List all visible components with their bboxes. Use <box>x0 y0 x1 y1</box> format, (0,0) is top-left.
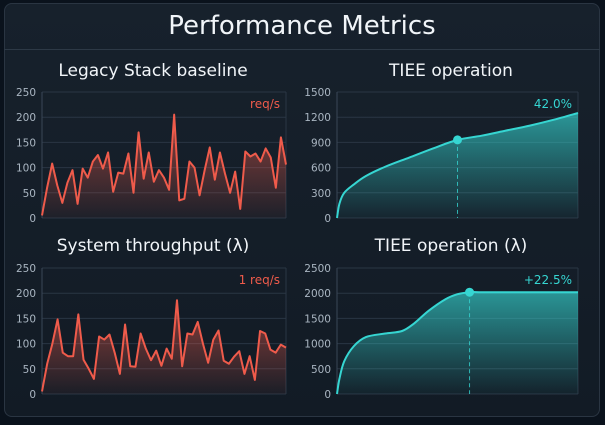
y-tick-label: 1500 <box>304 87 331 99</box>
chart-svg: 0 50 100 150 200 250 1 req/s <box>16 263 287 401</box>
y-tick-label: 500 <box>311 364 331 376</box>
y-tick-label: 900 <box>311 137 331 149</box>
chart-annotation: 1 req/s <box>239 273 280 287</box>
y-tick-label: 200 <box>16 112 36 124</box>
y-tick-label: 1000 <box>304 339 331 351</box>
y-tick-label: 100 <box>16 163 36 175</box>
y-tick-label: 250 <box>16 87 36 99</box>
y-tick-label: 200 <box>16 288 36 300</box>
y-tick-label: 0 <box>324 389 331 401</box>
chart-svg: 0 300 600 900 1200 1500 42.0% <box>304 87 579 225</box>
y-tick-label: 300 <box>311 188 331 200</box>
chart-annotation: +22.5% <box>524 273 572 287</box>
y-tick-label: 100 <box>16 339 36 351</box>
data-point-marker <box>465 287 475 297</box>
chart-tiee-operation-lambda: TIEE operation (λ) 0 500 1000 1500 2000 2500 +… <box>302 231 600 411</box>
series-line <box>41 113 287 216</box>
chart-svg: 0 500 1000 1500 2000 2500 +22.5% <box>304 263 579 401</box>
chart-system-throughput: System throughput (λ) 0 50 100 150 200 250 1 r… <box>4 231 302 411</box>
chart-legacy-stack-baseline: Legacy Stack baseline 0 50 100 150 200 250 req… <box>4 55 302 227</box>
chart-title: Legacy Stack baseline <box>58 61 248 81</box>
y-tick-label: 150 <box>16 313 36 325</box>
data-point-marker <box>453 135 462 145</box>
series-line <box>41 299 287 392</box>
y-tick-label: 1500 <box>304 313 331 325</box>
y-tick-label: 2500 <box>304 263 331 275</box>
series-area <box>337 292 578 394</box>
chart-svg: 0 50 100 150 200 250 req/s <box>16 87 287 225</box>
chart-title: TIEE operation <box>389 61 513 81</box>
y-tick-label: 50 <box>23 364 36 376</box>
series-area <box>337 113 578 218</box>
series-line <box>336 112 579 219</box>
dashboard-panel: Performance Metrics Legacy Stack baselin… <box>4 3 600 417</box>
series-line <box>336 291 578 395</box>
chart-title: TIEE operation (λ) <box>374 236 528 256</box>
series-area <box>42 114 286 218</box>
y-tick-label: 1200 <box>304 112 331 124</box>
y-tick-label: 0 <box>324 213 331 225</box>
page-title: Performance Metrics <box>168 11 436 41</box>
y-tick-label: 0 <box>29 389 36 401</box>
series-area <box>42 300 286 394</box>
y-tick-label: 50 <box>23 188 36 200</box>
y-tick-label: 2000 <box>304 288 331 300</box>
y-tick-label: 600 <box>311 163 331 175</box>
chart-annotation: 42.0% <box>534 97 572 111</box>
y-tick-label: 250 <box>16 263 36 275</box>
header: Performance Metrics <box>4 3 600 50</box>
y-tick-label: 0 <box>29 213 36 225</box>
chart-annotation: req/s <box>250 97 280 111</box>
chart-title: System throughput (λ) <box>56 236 250 256</box>
chart-tiee-operation: TIEE operation 0 300 600 900 1200 1500 42.0% <box>302 55 600 227</box>
y-tick-label: 150 <box>16 137 36 149</box>
